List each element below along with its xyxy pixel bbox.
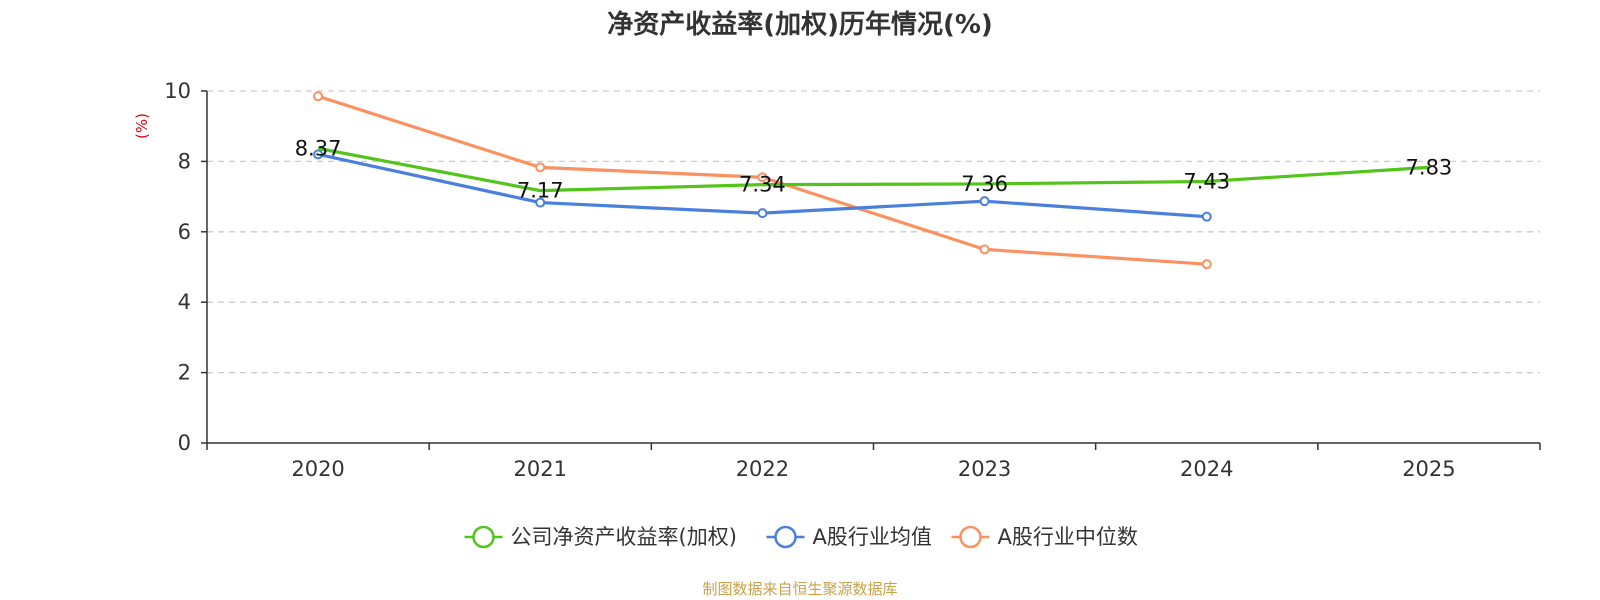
y-tick-label: 6 [178,220,191,244]
chart-title: 净资产收益率(加权)历年情况(%) [607,9,993,40]
x-tick-label: 2024 [1180,457,1233,481]
series-line [317,146,1430,193]
series-point [979,196,990,207]
grid-lines [207,90,1540,374]
y-axis-unit: (%) [133,113,151,139]
data-labels: 8.37 7.17 7.34 7.36 7.43 7.83 [295,136,1453,202]
legend-label: A股行业均值 [813,525,932,549]
legend-swatch-marker [959,525,982,549]
x-tick-label: 2025 [1402,457,1455,481]
y-tick-label: 2 [178,361,191,385]
axes: 0 2 4 6 8 10 2020 2021 2022 2023 2024 2025 [164,79,1541,481]
series-point [1201,211,1212,222]
series-point [313,149,324,160]
series-point [535,162,546,173]
y-tick-label: 8 [178,149,191,173]
legend[interactable]: 公司净资产收益率(加权) A股行业均值 A股行业中位数 [464,525,1138,549]
series-lines [313,91,1430,270]
legend-swatch-marker [774,525,797,549]
legend-item[interactable]: A股行业均值 [766,525,932,549]
data-source-note: 制图数据来自恒生聚源数据库 [702,580,897,598]
x-tick-label: 2021 [514,457,567,481]
series-point [535,197,546,208]
y-tick-label: 4 [178,290,191,314]
y-tick-label: 0 [178,431,191,455]
x-tick-label: 2023 [958,457,1011,481]
legend-swatch-marker [472,525,495,549]
legend-item[interactable]: A股行业中位数 [951,525,1138,549]
legend-label: A股行业中位数 [998,525,1138,549]
data-label: 7.36 [961,172,1008,196]
series-point [757,172,768,183]
data-label: 7.34 [739,173,786,197]
series-point [1201,259,1212,270]
legend-item[interactable]: 公司净资产收益率(加权) [464,525,737,549]
data-label: 7.17 [517,179,564,203]
data-label: 7.43 [1183,169,1230,193]
series-point [757,208,768,219]
y-tick-label: 10 [164,79,191,103]
x-tick-label: 2022 [736,457,789,481]
data-label: 8.37 [295,136,342,160]
series-point [979,244,990,255]
data-label: 7.83 [1406,155,1453,179]
x-tick-label: 2020 [291,457,344,481]
legend-label: 公司净资产收益率(加权) [511,525,737,549]
series-point [313,91,324,102]
